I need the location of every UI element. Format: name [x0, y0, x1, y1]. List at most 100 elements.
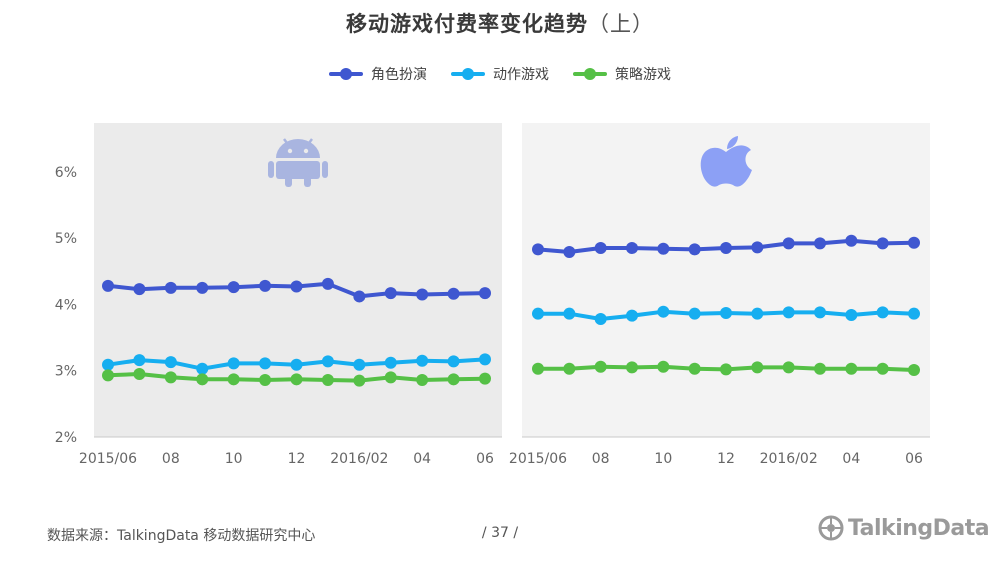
data-point	[416, 354, 429, 367]
legend-swatch-role-play	[329, 68, 363, 80]
data-point	[133, 354, 146, 367]
data-point	[751, 361, 764, 374]
android-eye	[303, 148, 309, 154]
data-point	[845, 362, 858, 375]
data-point	[353, 374, 366, 387]
data-point	[594, 312, 607, 325]
android-eye	[287, 148, 293, 154]
data-point	[259, 279, 272, 292]
data-point	[164, 371, 177, 384]
apple-body	[700, 145, 752, 187]
series-ios-0	[532, 234, 920, 259]
legend-label-role-play: 角色扮演	[371, 67, 427, 83]
data-point	[290, 280, 303, 293]
data-point	[532, 307, 544, 320]
data-point	[164, 356, 177, 369]
data-point	[227, 373, 240, 386]
x-tick-label: 08	[592, 451, 610, 467]
data-point	[876, 237, 889, 250]
data-point	[102, 369, 114, 382]
talkingdata-logo-icon	[818, 515, 844, 541]
data-point	[626, 361, 638, 374]
x-tick-label: 2016/02	[760, 451, 818, 467]
series-ios-2	[532, 360, 920, 377]
brand-name: TalkingData	[848, 515, 990, 541]
chart-title: 移动游戏付费率变化趋势（上）	[0, 8, 1000, 38]
chart-title-main: 移动游戏付费率变化趋势	[346, 12, 588, 36]
data-point	[133, 368, 146, 381]
data-point	[720, 307, 732, 320]
brand-logo: TalkingData	[818, 515, 990, 541]
data-point	[196, 281, 209, 294]
data-point	[688, 362, 701, 375]
data-point	[751, 307, 764, 320]
data-point	[688, 307, 701, 320]
data-point	[321, 277, 334, 290]
y-tick-label: 5%	[55, 231, 77, 247]
y-tick-label: 4%	[55, 297, 77, 313]
data-point	[447, 287, 460, 300]
android-arm	[322, 161, 328, 178]
x-tick-label: 04	[842, 451, 860, 467]
data-point	[164, 281, 177, 294]
x-tick-label: 04	[413, 451, 431, 467]
data-point	[626, 242, 638, 255]
legend-item-strategy[interactable]: 策略游戏	[573, 64, 671, 84]
android-arm	[268, 161, 274, 178]
data-point	[845, 234, 858, 247]
data-point	[657, 305, 670, 318]
y-tick-label: 6%	[55, 165, 77, 181]
legend-item-action[interactable]: 动作游戏	[451, 64, 549, 84]
data-point	[594, 360, 607, 373]
data-point	[102, 279, 114, 292]
apple-icon	[700, 136, 752, 187]
legend-swatch-action	[451, 68, 485, 80]
data-point	[353, 358, 366, 371]
data-point	[563, 246, 576, 259]
data-point	[384, 371, 397, 384]
x-tick-label: 12	[717, 451, 735, 467]
android-antenna	[283, 138, 291, 148]
data-point	[133, 283, 146, 296]
data-point	[594, 242, 607, 255]
data-point	[688, 243, 701, 256]
chart-canvas: 2%3%4%5%6%2015/06 08 10 12 2016/02 04 06 2015/0…	[55, 123, 930, 467]
data-point	[814, 306, 826, 319]
legend-item-role-play[interactable]: 角色扮演	[329, 64, 427, 84]
data-point	[657, 360, 670, 373]
data-point	[259, 373, 272, 386]
data-point	[196, 362, 209, 375]
x-tick-label: 10	[654, 451, 672, 467]
data-point	[876, 362, 889, 375]
series-android-0	[102, 277, 491, 303]
x-tick-label: 06	[476, 451, 494, 467]
android-leg	[304, 176, 311, 187]
y-tick-label: 3%	[55, 364, 77, 380]
android-antenna	[305, 138, 313, 148]
legend-label-action: 动作游戏	[493, 67, 549, 83]
data-point	[290, 373, 303, 386]
data-point	[321, 373, 334, 386]
data-point	[532, 362, 544, 375]
data-point	[290, 358, 303, 371]
series-android-1	[102, 353, 491, 375]
data-point	[626, 309, 638, 322]
data-point	[479, 287, 491, 300]
data-point	[720, 363, 732, 376]
source-note: 数据来源：TalkingData 移动数据研究中心	[47, 528, 316, 544]
data-point	[416, 373, 429, 386]
data-point	[447, 373, 460, 386]
android-icon	[268, 138, 328, 187]
page-number: / 37 /	[481, 525, 519, 541]
legend: 角色扮演 动作游戏 策略游戏	[0, 64, 1000, 84]
data-point	[384, 287, 397, 300]
panel-android: 2015/06 08 10 12 2016/02 04 06	[79, 123, 502, 467]
data-point	[751, 241, 764, 254]
x-tick-label: 10	[225, 451, 243, 467]
data-point	[908, 307, 920, 320]
x-tick-label: 2015/06	[79, 451, 137, 467]
android-body	[276, 161, 320, 179]
data-point	[876, 306, 889, 319]
data-point	[814, 237, 826, 250]
legend-swatch-strategy	[573, 68, 607, 80]
